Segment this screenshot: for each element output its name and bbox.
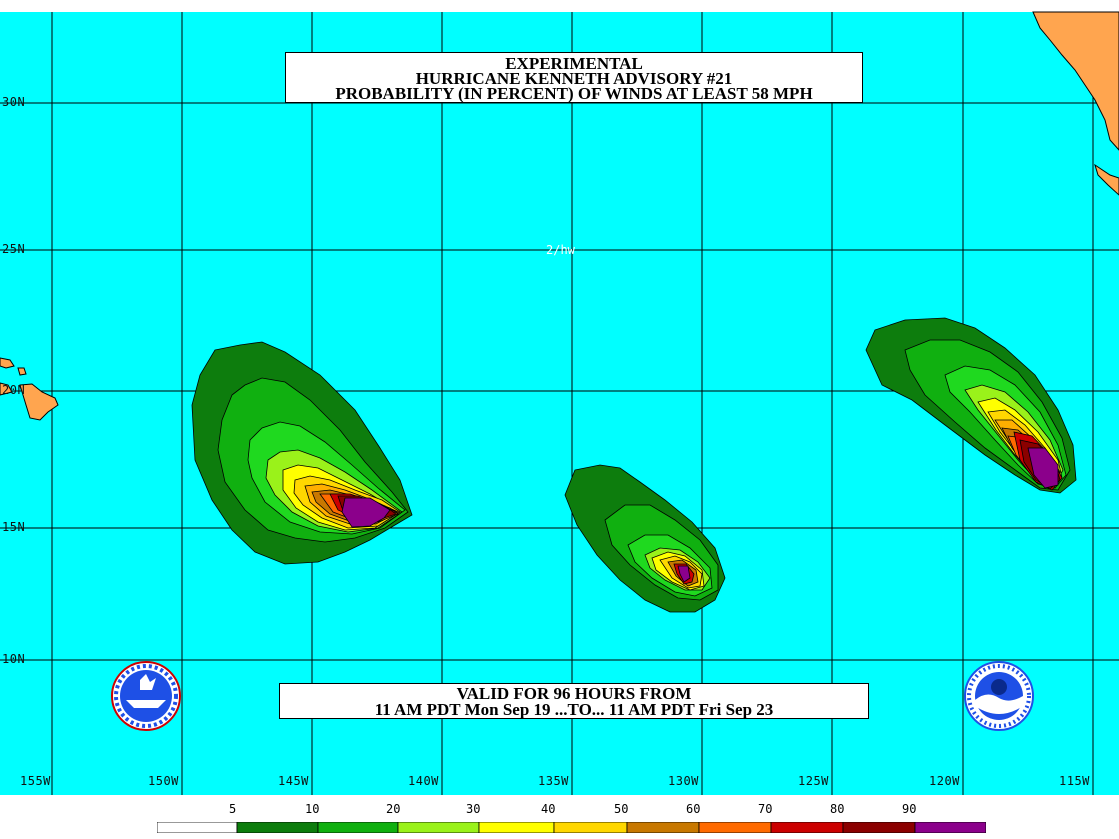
baja-land (1032, 11, 1119, 151)
lat-label-15n: 15N (2, 520, 26, 534)
lon-label-155w: 155W (20, 774, 51, 788)
validity-line-1: VALID FOR 96 HOURS FROM (456, 684, 692, 703)
probability-map (0, 0, 1119, 795)
mainland-mexico-land (1094, 163, 1119, 196)
legend-label-5: 5 (229, 802, 237, 816)
legend-swatch-7 (698, 822, 772, 833)
legend-color-bar (157, 822, 986, 833)
legend-label-80: 80 (830, 802, 845, 816)
lon-label-140w: 140W (408, 774, 439, 788)
legend-label-10: 10 (305, 802, 320, 816)
swath-middle (564, 464, 726, 613)
noaa-logo-icon (964, 661, 1034, 731)
lon-label-120w: 120W (929, 774, 960, 788)
legend-label-30: 30 (466, 802, 481, 816)
lon-label-145w: 145W (278, 774, 309, 788)
legend-swatch-10 (914, 822, 986, 833)
lat-label-10n: 10N (2, 652, 26, 666)
swath-east (865, 317, 1077, 494)
title-box: EXPERIMENTAL HURRICANE KENNETH ADVISORY … (285, 52, 863, 103)
validity-line-2: 11 AM PDT Mon Sep 19 ...TO... 11 AM PDT … (374, 700, 774, 719)
legend-swatch-0 (157, 822, 238, 833)
title-line-2: HURRICANE KENNETH ADVISORY #21 (415, 69, 733, 88)
legend-swatch-4 (478, 822, 555, 833)
lon-label-115w: 115W (1059, 774, 1090, 788)
legend-swatch-1 (236, 822, 319, 833)
nws-logo-icon (111, 661, 181, 731)
lon-label-125w: 125W (798, 774, 829, 788)
legend-label-70: 70 (758, 802, 773, 816)
lat-label-20n: 20N (2, 383, 26, 397)
legend-label-90: 90 (902, 802, 917, 816)
legend-swatch-8 (770, 822, 844, 833)
lat-label-30n: 30N (2, 95, 26, 109)
title-line-1: EXPERIMENTAL (505, 54, 643, 73)
legend-swatch-6 (626, 822, 700, 833)
legend-label-50: 50 (614, 802, 629, 816)
validity-box: VALID FOR 96 HOURS FROM 11 AM PDT Mon Se… (279, 683, 869, 719)
swath-west (191, 341, 413, 565)
center-tag: 2/hw (546, 243, 575, 257)
lon-label-130w: 130W (668, 774, 699, 788)
title-line-3: PROBABILITY (IN PERCENT) OF WINDS AT LEA… (335, 84, 813, 103)
legend-swatch-9 (842, 822, 916, 833)
legend-label-40: 40 (541, 802, 556, 816)
hawaii-islands (0, 357, 59, 421)
lat-label-25n: 25N (2, 242, 26, 256)
legend-label-20: 20 (386, 802, 401, 816)
legend-swatch-5 (553, 822, 628, 833)
lon-label-150w: 150W (148, 774, 179, 788)
lon-label-135w: 135W (538, 774, 569, 788)
legend-swatch-3 (397, 822, 480, 833)
legend-label-60: 60 (686, 802, 701, 816)
top-margin (0, 0, 1119, 12)
legend-swatch-2 (317, 822, 399, 833)
